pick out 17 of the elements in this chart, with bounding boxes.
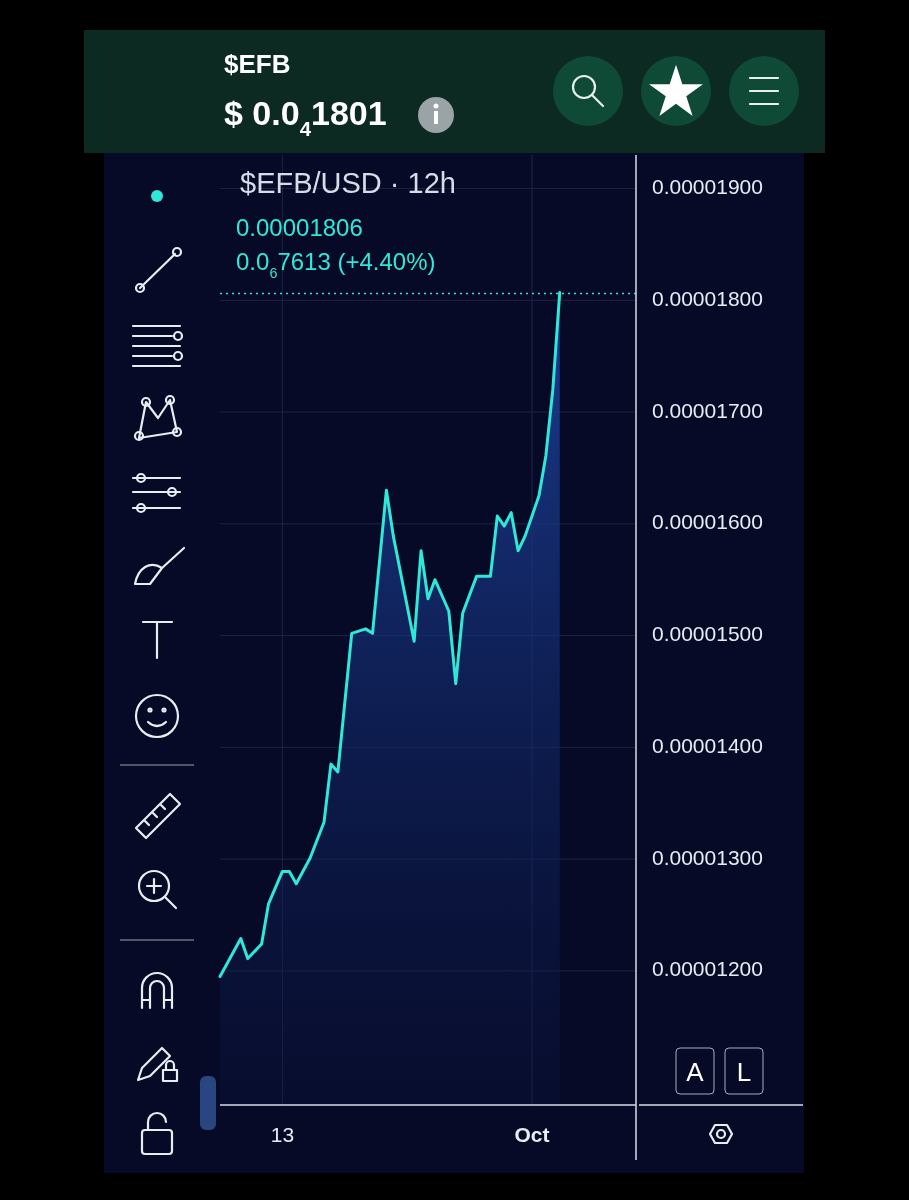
text: A [686, 1057, 705, 1087]
y-tick-label: 0.00001600 [652, 510, 763, 534]
y-tick-label: 0.00001400 [652, 733, 763, 757]
annotation: 0.00001806 [236, 214, 363, 241]
x-tick-label: Oct [514, 1123, 550, 1146]
annotation: 0.0$_{6}$7613 (+4.40%) [236, 248, 436, 281]
x-tick-label: 13 [270, 1123, 295, 1146]
y-tick-label: 0.00001300 [652, 845, 763, 869]
y-tick-label: 0.00001900 [652, 175, 763, 199]
text: L [736, 1057, 752, 1087]
text: $EFB [224, 49, 291, 79]
text: $ 0.0$_{4}$1801 [224, 94, 387, 140]
y-tick-label: 0.00001500 [652, 622, 763, 646]
y-tick-label: 0.00001800 [652, 286, 763, 310]
y-tick-label: 0.00001200 [652, 957, 763, 981]
y-tick-label: 0.00001700 [652, 398, 763, 422]
chart-title: $EFB/USD · 12h [240, 167, 456, 199]
